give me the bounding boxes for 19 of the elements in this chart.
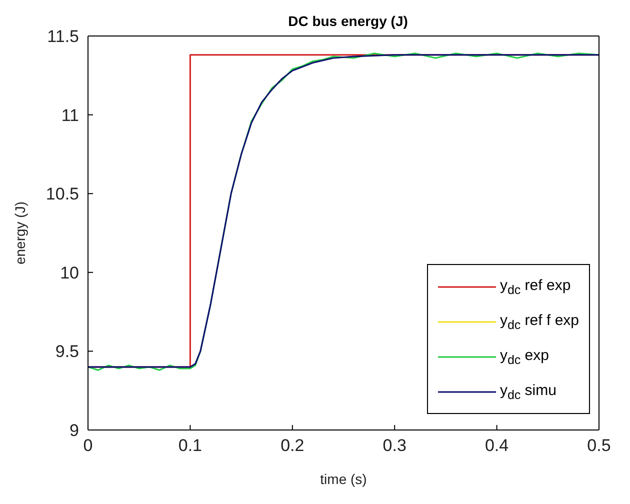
legend-label: y$_{dc}$ simu bbox=[500, 382, 556, 402]
y-tick-label: 9.5 bbox=[55, 342, 79, 362]
y-tick-label: 9 bbox=[70, 421, 79, 440]
y-axis-title: energy (J) bbox=[12, 201, 28, 265]
x-tick-label: 0 bbox=[83, 436, 93, 456]
chart-title: DC bus energy (J) bbox=[288, 13, 408, 29]
y-tick-label: 10.5 bbox=[46, 184, 79, 204]
x-tick-label: 0.1 bbox=[178, 436, 202, 456]
x-tick-label: 0.5 bbox=[587, 436, 611, 456]
legend-label: y$_{dc}$ exp bbox=[500, 346, 549, 366]
y-tick-label: 11.5 bbox=[47, 27, 79, 46]
x-axis-title: time (s) bbox=[320, 471, 367, 487]
legend-label: y$_{dc}$ ref exp bbox=[500, 276, 571, 296]
legend-label: y$_{dc}$ ref f exp bbox=[500, 312, 579, 332]
x-tick-label: 0.3 bbox=[382, 436, 406, 456]
y-tick-label: 10 bbox=[60, 263, 79, 282]
x-tick-label: 0.4 bbox=[484, 436, 509, 456]
y-tick-label: 11 bbox=[61, 106, 79, 125]
x-tick-label: 0.2 bbox=[280, 436, 304, 456]
